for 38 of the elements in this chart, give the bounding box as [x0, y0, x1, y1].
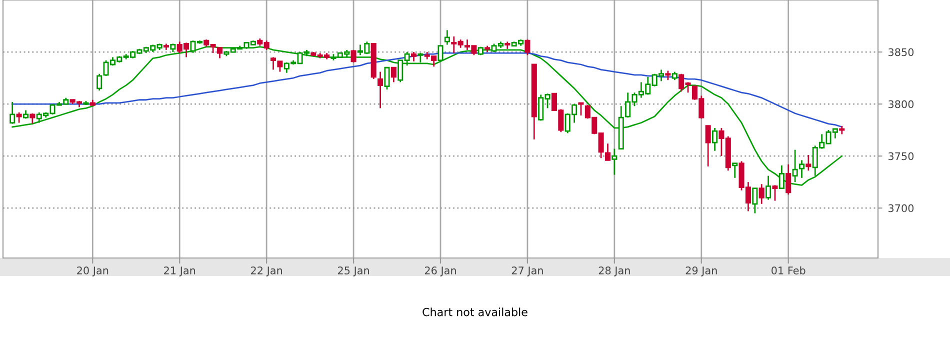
x-tick-label: 22 Jan — [251, 266, 282, 276]
y-tick-label: 3700 — [888, 204, 914, 212]
candlestick — [712, 127, 718, 152]
x-tick-label: 28 Jan — [598, 266, 630, 276]
candlestick — [378, 71, 384, 109]
candlestick — [752, 188, 758, 214]
y-tick-label: 3800 — [888, 100, 914, 108]
candlestick — [384, 66, 390, 90]
candlestick — [705, 125, 711, 168]
candlestick — [10, 101, 16, 124]
x-tick-label: 26 Jan — [424, 266, 456, 276]
candlestick — [350, 49, 356, 64]
x-tick-label: 20 Jan — [77, 266, 108, 276]
candlestick — [612, 148, 618, 176]
candlestick — [732, 162, 738, 179]
candlestick — [444, 29, 450, 46]
candlestick — [786, 164, 792, 196]
text: Chart not available — [422, 308, 528, 316]
candlestick — [16, 112, 22, 124]
x-tick-label: 21 Jan — [164, 266, 196, 276]
candlestick — [665, 70, 671, 81]
y-tick-label: 3750 — [888, 152, 914, 160]
candlestick — [758, 183, 764, 205]
candlestick — [410, 51, 417, 62]
x-tick-label: 25 Jan — [338, 266, 369, 276]
candlestick — [390, 66, 396, 83]
candlestick — [524, 38, 530, 56]
y-tick-label: 3850 — [888, 48, 914, 56]
x-tick-label: 01 Feb — [772, 266, 806, 274]
x-tick-label: 29 Jan — [686, 266, 717, 276]
candlestick — [798, 160, 805, 179]
candlestick — [578, 102, 584, 116]
x-tick-label: 27 Jan — [512, 266, 543, 276]
candlestick — [806, 154, 812, 172]
candlestick — [766, 175, 772, 200]
candlestick — [418, 52, 424, 64]
candlestick — [772, 184, 778, 202]
candlestick — [792, 149, 798, 183]
